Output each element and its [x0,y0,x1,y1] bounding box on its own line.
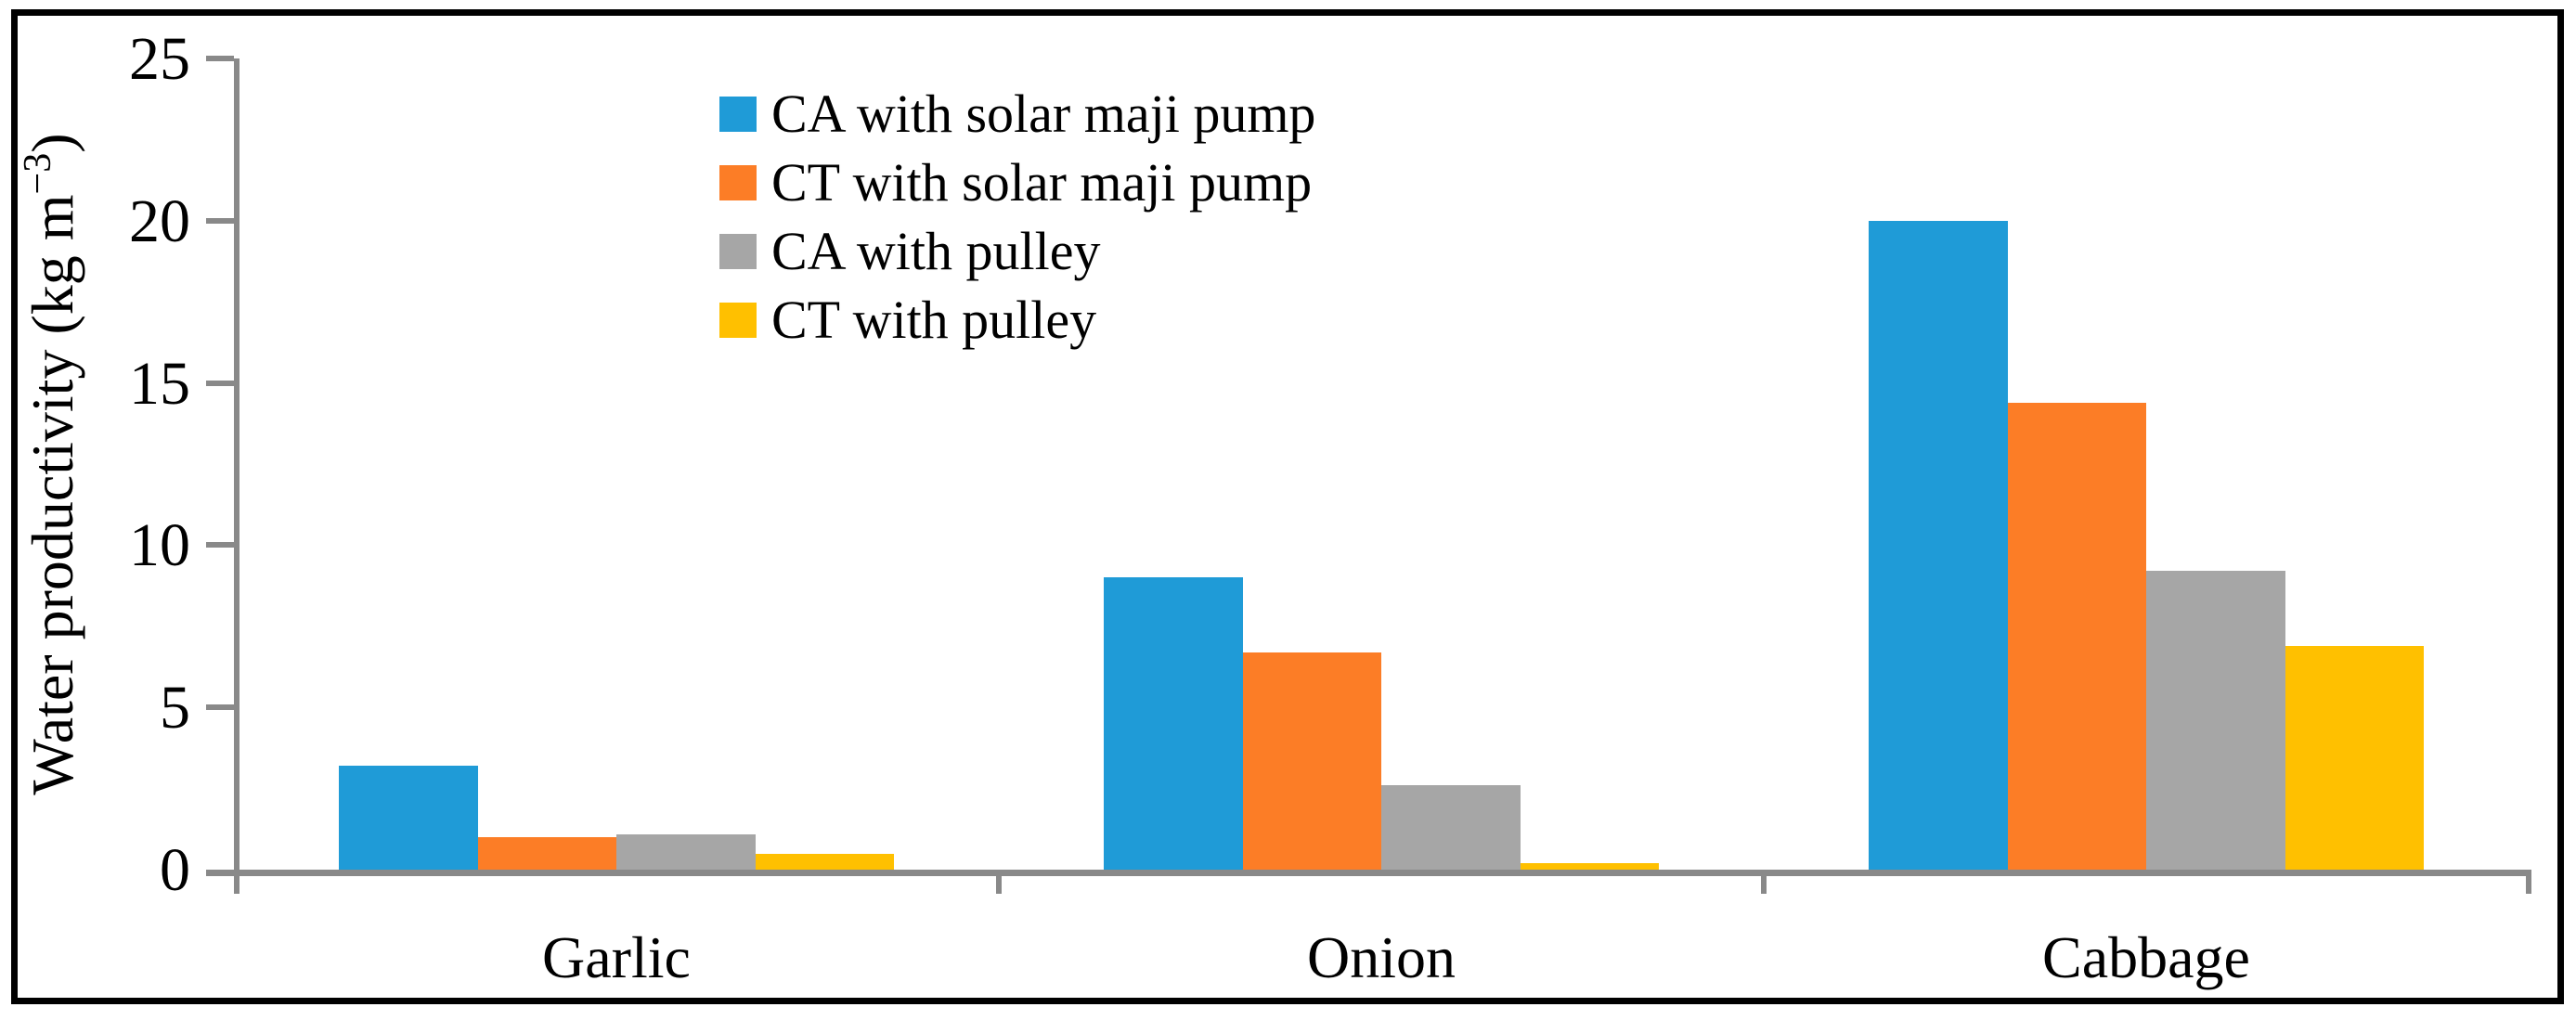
bar-garlic-series-1 [339,766,478,870]
y-tick-label: 15 [129,349,190,418]
legend-row: CT with pulley [719,293,1315,347]
bar-onion-series-3 [1381,785,1521,870]
figure-border [11,9,2564,1004]
bar-onion-series-4 [1520,863,1659,870]
bar-garlic-series-2 [477,837,616,870]
legend: CA with solar maji pump CT with solar maj… [719,87,1315,371]
legend-swatch-icon [719,234,757,269]
bar-garlic-series-4 [755,853,894,870]
y-tick-label: 10 [129,511,190,580]
bar-garlic-series-3 [616,833,756,870]
y-axis-line [234,58,239,894]
x-category-tick [2526,870,2531,894]
bar-cabbage-series-4 [2285,645,2424,870]
legend-row: CA with pulley [719,225,1315,278]
y-tick-mark [206,380,234,386]
legend-label: CA with solar maji pump [771,84,1316,144]
x-axis-line [206,870,2529,876]
legend-row: CA with solar maji pump [719,87,1315,141]
y-tick-label: 5 [160,674,190,742]
y-tick-label: 0 [160,836,190,904]
legend-swatch-icon [719,303,757,338]
y-tick-mark [206,542,234,549]
x-category-label: Garlic [542,924,691,990]
bar-cabbage-series-2 [2007,402,2146,870]
legend-row: CT with solar maji pump [719,156,1315,210]
x-category-tick [1761,870,1767,894]
y-tick-mark [206,217,234,224]
y-tick-label: 25 [129,25,190,93]
legend-label: CT with pulley [771,290,1097,350]
y-tick-label: 20 [129,187,190,255]
x-category-label: Onion [1307,924,1456,990]
bar-cabbage-series-3 [2146,571,2285,870]
bar-cabbage-series-1 [1869,220,2008,870]
legend-label: CA with pulley [771,221,1101,281]
y-tick-mark [206,704,234,711]
y-tick-mark [206,56,234,61]
legend-label: CT with solar maji pump [771,152,1313,213]
legend-swatch-icon [719,165,757,200]
bar-onion-series-2 [1242,652,1381,870]
x-category-label: Cabbage [2042,924,2250,990]
legend-swatch-icon [719,97,757,132]
bar-onion-series-1 [1104,577,1243,870]
x-category-tick [996,870,1002,894]
